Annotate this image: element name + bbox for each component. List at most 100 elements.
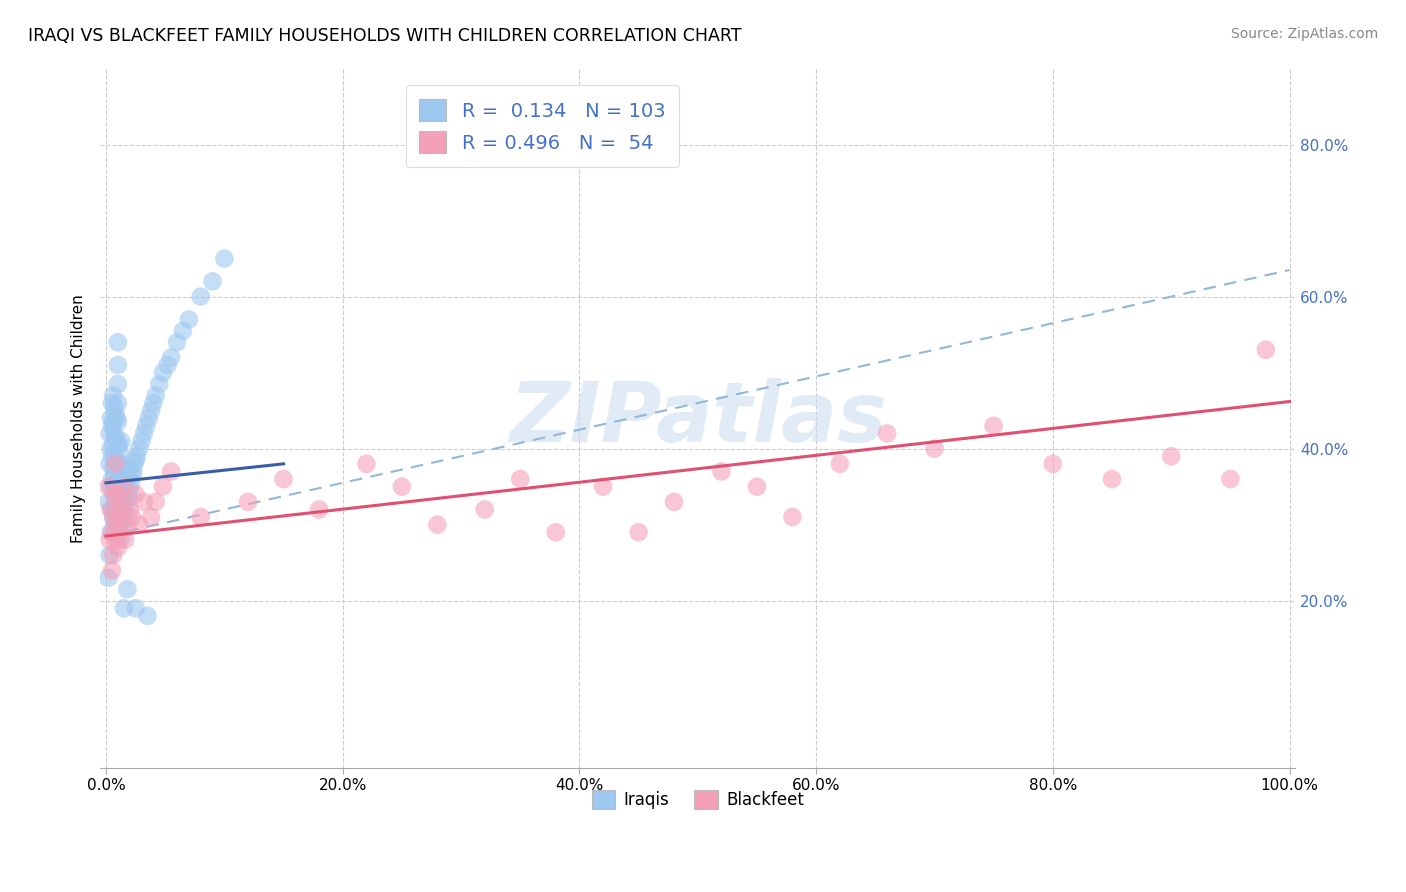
Point [474, 502, 496, 516]
Point [1160, 449, 1182, 463]
Point [190, 290, 212, 304]
Point [104, 457, 127, 471]
Point [104, 430, 127, 444]
Point [135, 418, 157, 433]
Point [110, 502, 132, 516]
Point [152, 366, 174, 380]
Point [160, 351, 183, 365]
Point [97, 571, 120, 585]
Point [121, 468, 143, 483]
Point [745, 480, 768, 494]
Point [103, 426, 125, 441]
Point [108, 438, 131, 452]
Point [111, 487, 134, 501]
Point [110, 525, 132, 540]
Point [114, 499, 136, 513]
Legend: Iraqis, Blackfeet: Iraqis, Blackfeet [585, 783, 810, 815]
Point [125, 449, 148, 463]
Point [107, 358, 129, 372]
Point [160, 465, 183, 479]
Point [98, 426, 121, 441]
Point [101, 510, 124, 524]
Point [103, 517, 125, 532]
Point [145, 495, 167, 509]
Point [100, 442, 122, 456]
Point [139, 403, 162, 417]
Point [104, 475, 127, 490]
Point [100, 502, 122, 516]
Text: IRAQI VS BLACKFEET FAMILY HOUSEHOLDS WITH CHILDREN CORRELATION CHART: IRAQI VS BLACKFEET FAMILY HOUSEHOLDS WIT… [28, 27, 741, 45]
Point [273, 472, 295, 486]
Point [111, 495, 134, 509]
Point [101, 460, 124, 475]
Point [101, 415, 124, 429]
Point [117, 491, 139, 505]
Point [308, 502, 330, 516]
Point [145, 388, 167, 402]
Point [112, 601, 135, 615]
Point [356, 457, 378, 471]
Point [112, 506, 135, 520]
Point [107, 475, 129, 490]
Point [118, 460, 141, 475]
Point [115, 495, 138, 509]
Point [111, 514, 134, 528]
Point [108, 510, 131, 524]
Point [148, 377, 170, 392]
Point [100, 411, 122, 425]
Point [110, 434, 132, 448]
Point [592, 480, 614, 494]
Point [124, 453, 146, 467]
Point [107, 499, 129, 513]
Point [105, 506, 128, 520]
Point [107, 541, 129, 555]
Point [117, 468, 139, 483]
Point [214, 252, 236, 266]
Point [103, 491, 125, 505]
Point [105, 517, 128, 532]
Y-axis label: Family Households with Children: Family Households with Children [72, 293, 86, 542]
Point [118, 483, 141, 498]
Point [101, 396, 124, 410]
Point [662, 495, 685, 509]
Point [828, 457, 851, 471]
Point [1101, 472, 1123, 486]
Text: Source: ZipAtlas.com: Source: ZipAtlas.com [1230, 27, 1378, 41]
Point [98, 533, 121, 547]
Point [152, 480, 174, 494]
Point [111, 465, 134, 479]
Point [117, 517, 139, 532]
Point [110, 533, 132, 547]
Point [110, 517, 132, 532]
Point [1042, 457, 1064, 471]
Point [114, 533, 136, 547]
Point [128, 442, 150, 456]
Point [122, 465, 145, 479]
Point [107, 415, 129, 429]
Point [101, 438, 124, 452]
Point [177, 312, 200, 326]
Point [876, 426, 898, 441]
Point [117, 487, 139, 501]
Point [131, 434, 153, 448]
Point [110, 457, 132, 471]
Point [236, 495, 259, 509]
Point [117, 465, 139, 479]
Point [138, 411, 160, 425]
Point [121, 510, 143, 524]
Point [105, 457, 128, 471]
Point [112, 480, 135, 494]
Point [108, 483, 131, 498]
Point [107, 335, 129, 350]
Text: ZIPatlas: ZIPatlas [509, 377, 887, 458]
Point [110, 472, 132, 486]
Point [98, 457, 121, 471]
Point [108, 502, 131, 516]
Point [101, 563, 124, 577]
Point [101, 483, 124, 498]
Point [105, 480, 128, 494]
Point [101, 449, 124, 463]
Point [100, 525, 122, 540]
Point [101, 502, 124, 516]
Point [101, 472, 124, 486]
